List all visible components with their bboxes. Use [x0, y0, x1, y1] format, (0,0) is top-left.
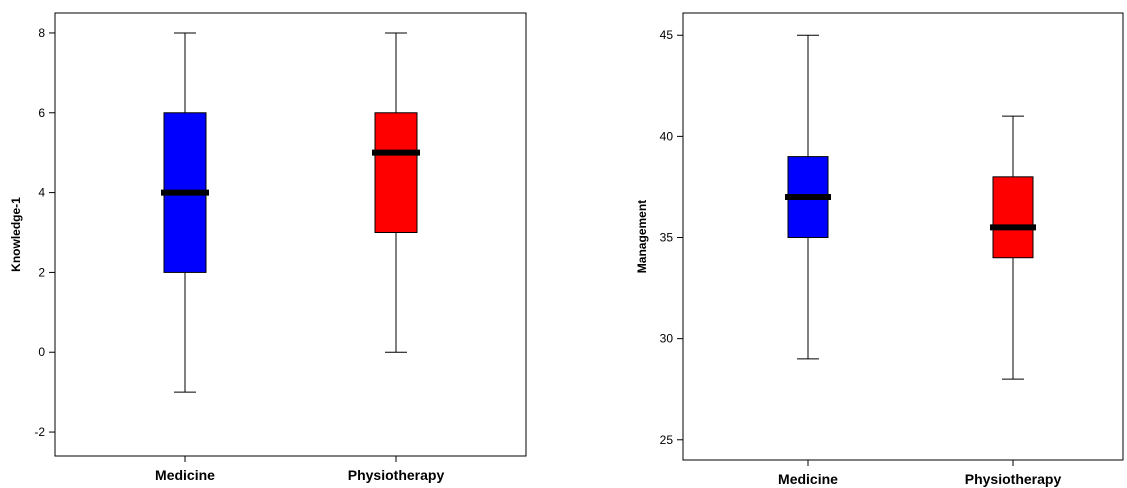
y-tick-label: 35 — [660, 231, 674, 245]
plot-frame — [54, 12, 527, 457]
plot-frame — [682, 12, 1124, 461]
y-tick-label: 45 — [660, 28, 674, 42]
y-tick-label: -2 — [34, 425, 45, 439]
y-axis-title: Knowledge-1 — [9, 197, 23, 272]
x-category-label: Medicine — [778, 471, 838, 487]
x-category-label: Physiotherapy — [965, 471, 1062, 487]
y-tick-label: 2 — [38, 265, 45, 279]
x-category-label: Medicine — [155, 467, 215, 483]
iqr-box — [374, 112, 418, 234]
chart-management-panel: 25 30 35 40 45 Medicine Physiotherapy Managemen… — [635, 12, 1124, 487]
y-axis-title: Management — [635, 200, 649, 273]
y-tick-label: 25 — [660, 433, 674, 447]
x-category-label: Physiotherapy — [348, 467, 445, 483]
iqr-box — [992, 176, 1034, 259]
y-tick-label: 6 — [38, 106, 45, 120]
chart-knowledge-panel: -2 0 2 4 6 8 Medicine Physiotherapy Knowledge-1 — [9, 12, 527, 483]
y-tick-label: 30 — [660, 332, 674, 346]
y-tick-label: 8 — [38, 26, 45, 40]
y-tick-label: 40 — [660, 129, 674, 143]
y-tick-label: 0 — [38, 345, 45, 359]
y-tick-label: 4 — [38, 186, 45, 200]
